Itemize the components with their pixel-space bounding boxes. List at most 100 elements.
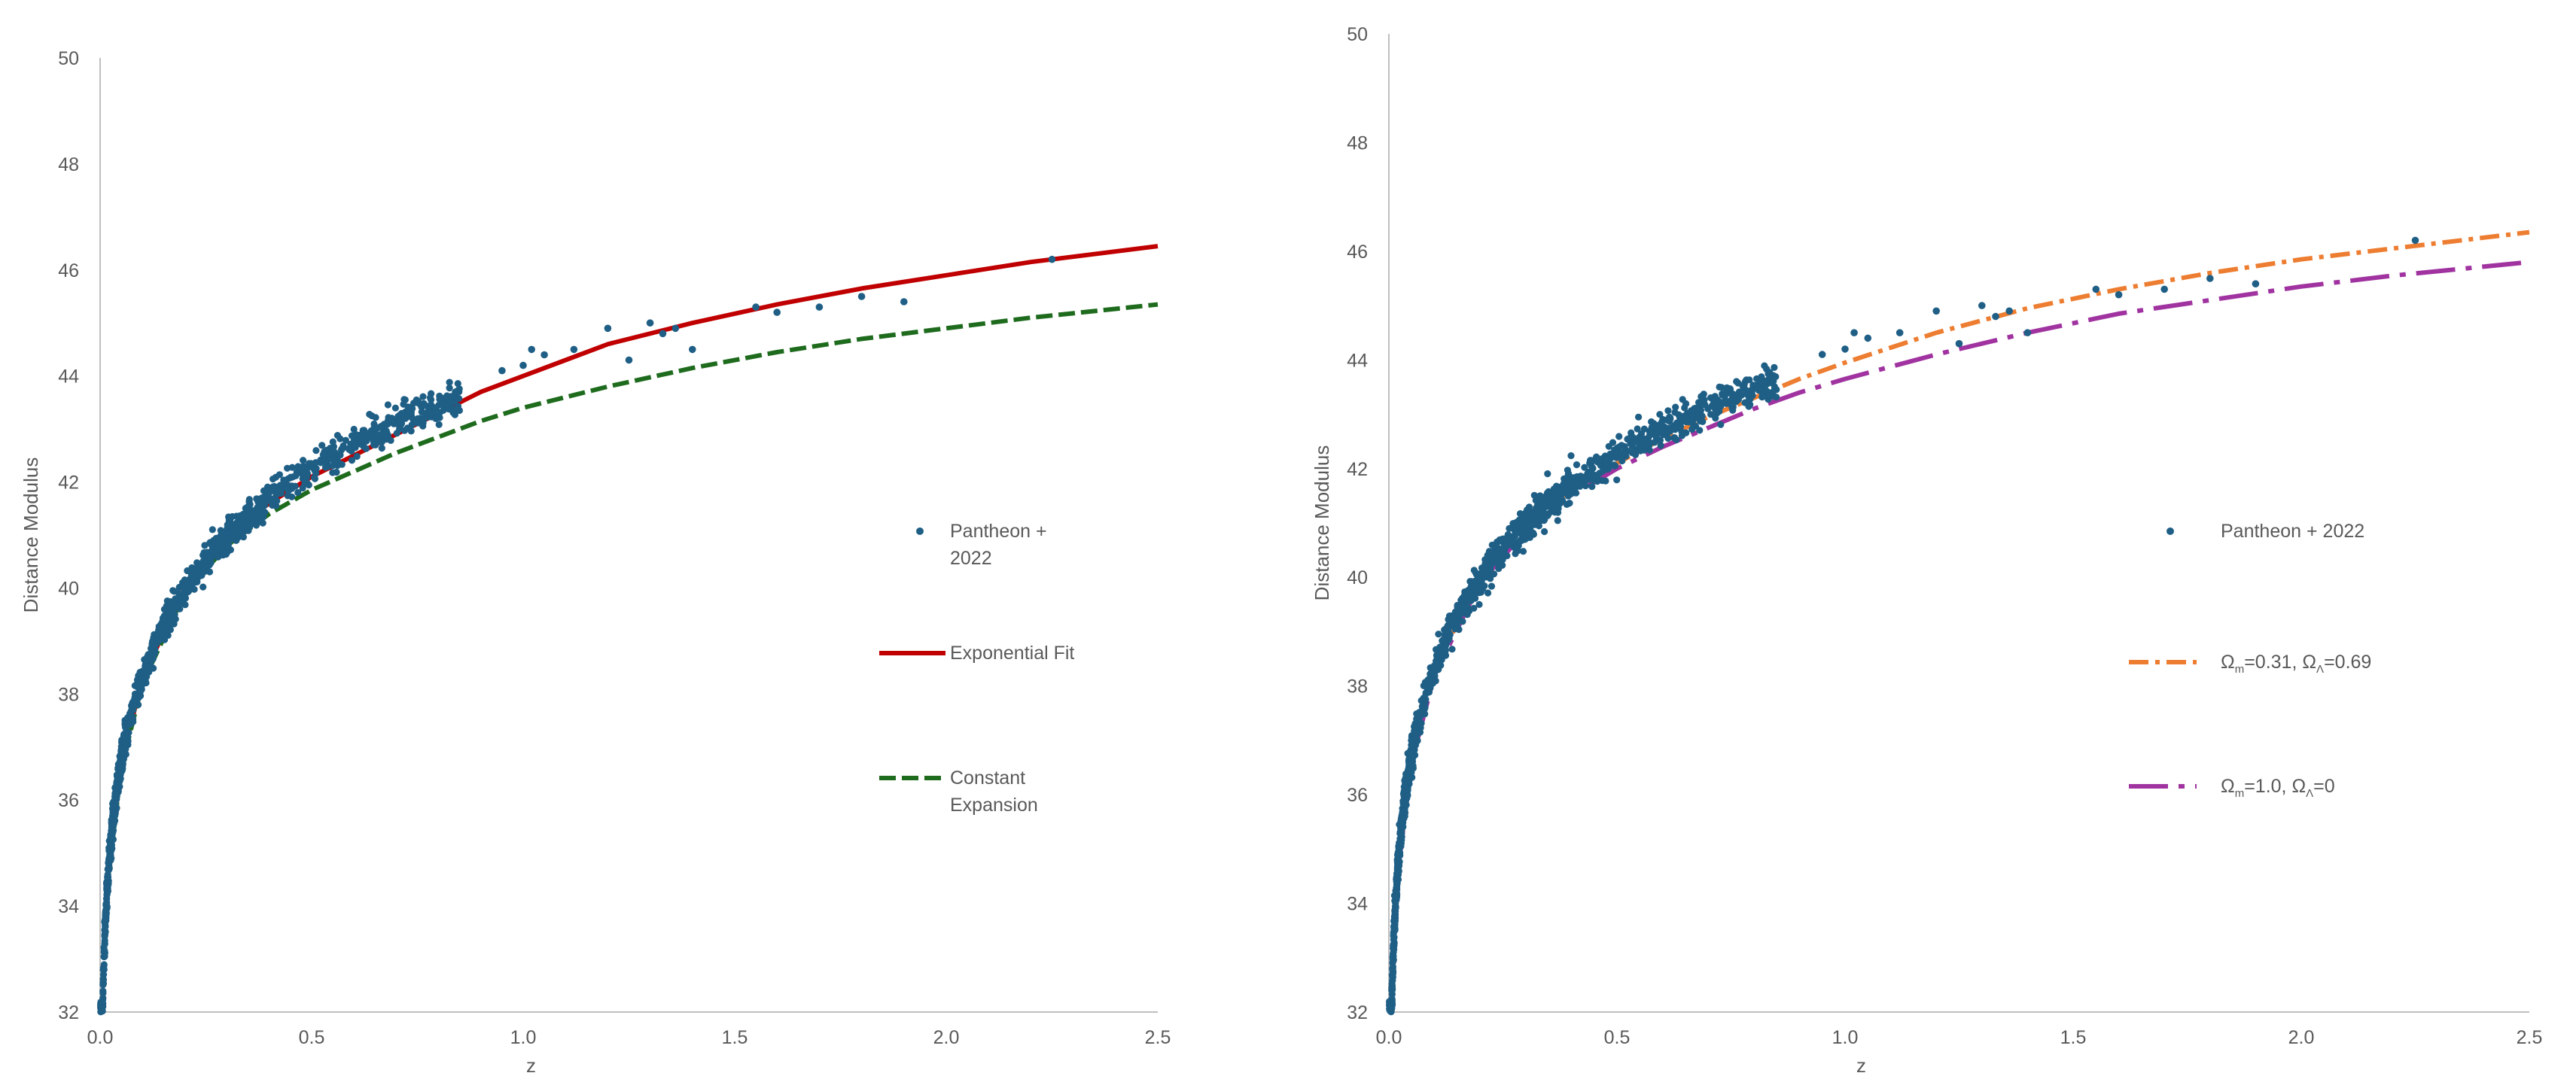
data-point [1615, 433, 1623, 440]
data-point [378, 423, 385, 430]
data-point [1451, 610, 1459, 618]
data-point [1468, 579, 1475, 587]
data-point [2160, 285, 2168, 293]
data-point [1483, 563, 1490, 570]
y-tick-label: 44 [1347, 350, 1368, 371]
data-point [1392, 907, 1399, 915]
data-point [1448, 646, 1456, 653]
data-point [446, 378, 453, 386]
data-point [288, 485, 296, 492]
data-point [1408, 743, 1416, 751]
data-point [1955, 339, 1963, 348]
data-point [1552, 485, 1560, 494]
data-point [102, 911, 110, 919]
data-point [1502, 552, 1509, 560]
data-point [1745, 403, 1752, 410]
data-point [209, 526, 216, 533]
data-point [130, 697, 138, 704]
data-point [1481, 582, 1488, 590]
data-point [1387, 1007, 1394, 1014]
data-point [752, 303, 760, 311]
data-point [1394, 862, 1402, 870]
data-point [387, 436, 394, 445]
data-point [1573, 474, 1580, 482]
legend-label: Constant [950, 767, 1025, 789]
data-point [1459, 618, 1466, 625]
data-point [100, 947, 108, 954]
y-tick-label: 36 [1347, 785, 1368, 806]
data-point [1753, 375, 1761, 382]
data-point [101, 940, 108, 947]
data-point [1454, 624, 1461, 631]
data-point [1411, 727, 1418, 735]
data-point [305, 460, 313, 467]
data-point [1679, 396, 1686, 403]
data-point [1864, 334, 1872, 342]
data-point [1405, 767, 1412, 775]
data-point [254, 511, 261, 518]
data-point [166, 603, 173, 611]
data-point [1631, 435, 1638, 443]
legend: Pantheon + 2022 Exponential Fit Constant Exp… [879, 521, 1074, 816]
data-point [1635, 413, 1643, 421]
series-line-1 [1391, 260, 2530, 953]
data-point [1433, 657, 1441, 664]
y-axis-title: Distance Modulus [20, 457, 42, 613]
data-point [109, 820, 117, 828]
data-point [105, 855, 113, 862]
data-point [98, 1002, 105, 1009]
data-point [1978, 302, 1986, 309]
data-point [348, 457, 356, 464]
data-point [1485, 548, 1493, 555]
data-point [1525, 503, 1533, 511]
data-point [120, 754, 127, 761]
data-point [1549, 502, 1557, 509]
data-point [224, 543, 232, 550]
legend-label: Pantheon + 2022 [2221, 521, 2364, 542]
data-point [420, 415, 428, 424]
data-point [773, 309, 781, 316]
data-point [181, 594, 189, 602]
data-point [1663, 416, 1670, 424]
data-point [232, 536, 239, 544]
data-point [1392, 892, 1399, 899]
data-point [1771, 363, 1778, 371]
data-point [1662, 431, 1670, 439]
data-point [1490, 570, 1498, 578]
data-point [1932, 307, 1940, 315]
x-tick-label: 2.5 [2517, 1027, 2543, 1048]
data-point [391, 404, 400, 412]
data-point [109, 800, 117, 807]
data-point [1707, 411, 1715, 418]
data-point [1521, 536, 1529, 543]
data-point [1419, 696, 1427, 704]
data-point [1735, 388, 1743, 396]
data-point [269, 501, 276, 509]
x-tick-label: 2.0 [2288, 1027, 2315, 1048]
data-point [1749, 392, 1756, 400]
data-point [312, 447, 320, 454]
data-point [285, 475, 292, 483]
data-point [1444, 625, 1451, 632]
data-point [1612, 452, 1620, 460]
data-point [145, 651, 152, 658]
y-tick-label: 34 [58, 896, 79, 917]
data-point [1573, 461, 1581, 469]
data-point [452, 388, 459, 396]
data-point [1457, 603, 1464, 611]
data-point [1388, 971, 1396, 979]
data-point [1516, 510, 1524, 518]
data-point [1850, 329, 1858, 337]
data-point [1484, 589, 1492, 597]
y-tick-label: 40 [58, 578, 79, 599]
data-point [671, 324, 680, 333]
data-point [1397, 817, 1405, 825]
data-point [1491, 558, 1499, 565]
data-point [384, 401, 391, 409]
data-point [275, 488, 283, 495]
data-point [161, 622, 169, 630]
y-tick-label: 38 [58, 684, 79, 705]
data-point [329, 438, 336, 445]
data-point [102, 906, 110, 913]
data-point [336, 451, 344, 459]
